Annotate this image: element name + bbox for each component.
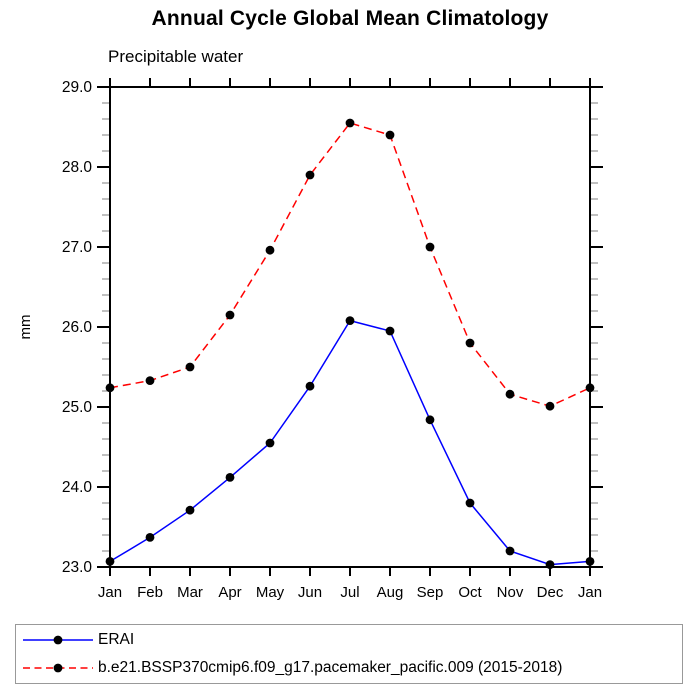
y-tick-label: 23.0 [62, 559, 93, 576]
legend: ERAI b.e21.BSSP370cmip6.f09_g17.pacemake… [15, 624, 683, 684]
x-tick-label: Jan [578, 584, 602, 601]
x-tick-label: Jun [298, 584, 322, 601]
data-point-marker [425, 242, 435, 252]
series-line-1 [109, 122, 591, 407]
x-tick-label: May [256, 584, 285, 601]
data-point-marker [505, 546, 515, 556]
chart-title: Annual Cycle Global Mean Climatology [151, 7, 549, 30]
data-point-marker [305, 381, 315, 391]
x-tick-label: Oct [458, 584, 482, 601]
legend-item-model: b.e21.BSSP370cmip6.f09_g17.pacemaker_pac… [21, 655, 682, 681]
x-tick-label: Sep [417, 584, 444, 601]
axis-box [109, 86, 591, 568]
data-point-marker [585, 557, 595, 566]
x-tick-label: Feb [137, 584, 163, 601]
data-point-marker [185, 362, 195, 372]
x-tick-label: Jan [98, 584, 122, 601]
data-point-marker [265, 245, 275, 255]
legend-marker-0 [53, 635, 63, 645]
y-tick-label: 27.0 [62, 239, 93, 256]
data-point-marker [545, 560, 555, 569]
data-point-marker [105, 557, 115, 566]
data-point-marker [345, 118, 355, 128]
data-point-marker [265, 438, 275, 448]
x-tick-label: Nov [497, 584, 524, 601]
plot-area: 23.0 24.0 25.0 26.0 27.0 28.0 29.0 Jan Feb Mar Apr… [17, 78, 603, 601]
x-tick-label: Jul [340, 584, 359, 601]
data-point-marker [465, 498, 475, 508]
legend-label-model: b.e21.BSSP370cmip6.f09_g17.pacemaker_pac… [98, 659, 563, 676]
data-point-marker [465, 338, 475, 348]
chart-subtitle: Precipitable water [108, 47, 244, 66]
data-point-marker [385, 326, 395, 336]
data-point-marker [305, 170, 315, 180]
data-point-marker [105, 383, 115, 393]
x-tick-label: Dec [537, 584, 564, 601]
x-tick-label: Mar [177, 584, 203, 601]
data-point-marker [425, 415, 435, 425]
data-point-marker [585, 383, 595, 393]
y-tick-label: 24.0 [62, 479, 93, 496]
legend-sample-dashed-line [23, 663, 93, 673]
x-tick-label: Apr [218, 584, 241, 601]
data-point-marker [225, 310, 235, 320]
legend-marker-1 [53, 663, 63, 673]
data-point-marker [185, 505, 195, 515]
legend-label-erai: ERAI [98, 631, 135, 648]
data-point-marker [385, 130, 395, 140]
series-line-0 [109, 319, 591, 566]
data-point-marker [145, 376, 155, 385]
data-point-marker [345, 316, 355, 325]
data-point-marker [545, 401, 555, 411]
data-point-marker [505, 389, 515, 399]
legend-sample-solid-line [23, 635, 93, 645]
x-tick-label: Aug [377, 584, 404, 601]
y-tick-label: 25.0 [62, 399, 93, 416]
data-point-marker [145, 533, 155, 542]
legend-item-erai: ERAI [21, 627, 682, 653]
y-tick-label: 26.0 [62, 319, 93, 336]
y-tick-label: 28.0 [62, 159, 93, 176]
y-tick-label: 29.0 [62, 79, 93, 96]
y-axis-title: mm [17, 315, 34, 340]
data-point-marker [225, 473, 235, 482]
